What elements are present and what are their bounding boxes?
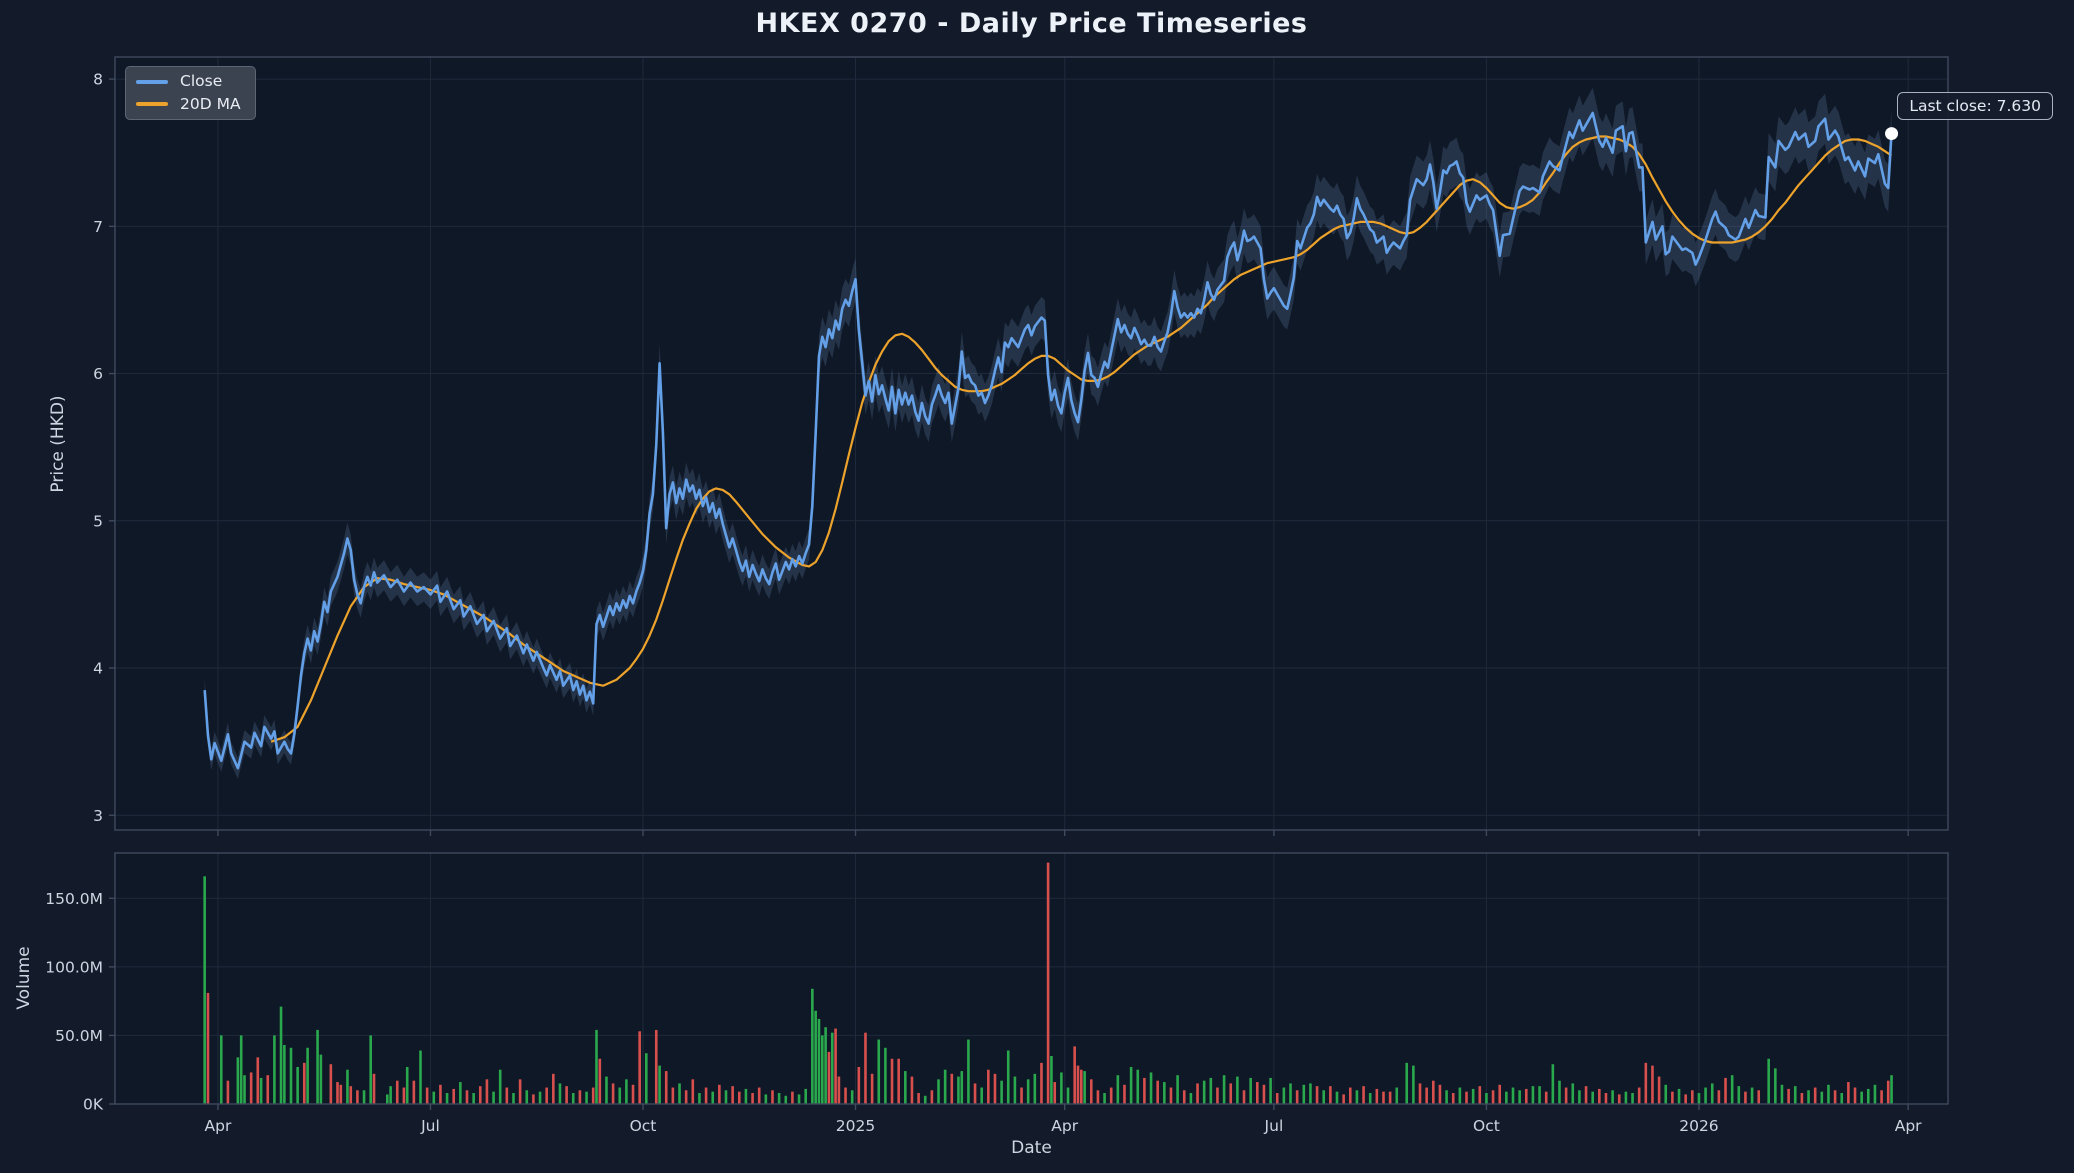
svg-text:100.0M: 100.0M (45, 958, 103, 976)
legend-label-ma: 20D MA (180, 94, 241, 113)
legend-item-ma: 20D MA (136, 94, 241, 113)
legend-item-close: Close (136, 72, 241, 90)
volume-axis-label: Volume (14, 946, 34, 1010)
svg-text:Jul: Jul (1264, 1117, 1284, 1135)
close-line-swatch (136, 79, 168, 84)
svg-text:Apr: Apr (205, 1117, 232, 1135)
svg-text:3: 3 (93, 807, 103, 825)
price-axis-label: Price (HKD) (48, 395, 68, 493)
legend-label-close: Close (180, 72, 223, 90)
last-close-annotation: Last close: 7.630 (1897, 92, 2053, 120)
svg-text:2025: 2025 (836, 1117, 875, 1135)
date-axis-label: Date (1011, 1138, 1052, 1158)
chart-title: HKEX 0270 - Daily Price Timeseries (755, 8, 1308, 39)
svg-text:Jul: Jul (420, 1117, 440, 1135)
svg-text:6: 6 (93, 365, 103, 383)
legend: Close 20D MA (125, 66, 256, 120)
svg-text:5: 5 (93, 512, 103, 530)
svg-text:150.0M: 150.0M (45, 890, 103, 908)
svg-text:7: 7 (93, 218, 103, 236)
svg-text:50.0M: 50.0M (55, 1027, 103, 1045)
ma-line-swatch (136, 102, 168, 107)
svg-text:Apr: Apr (1051, 1117, 1078, 1135)
svg-text:0K: 0K (83, 1096, 104, 1114)
svg-text:4: 4 (93, 660, 103, 678)
svg-text:Apr: Apr (1895, 1117, 1922, 1135)
svg-text:Oct: Oct (630, 1117, 657, 1135)
svg-text:2026: 2026 (1679, 1117, 1718, 1135)
svg-text:Oct: Oct (1473, 1117, 1500, 1135)
svg-text:8: 8 (93, 71, 103, 89)
